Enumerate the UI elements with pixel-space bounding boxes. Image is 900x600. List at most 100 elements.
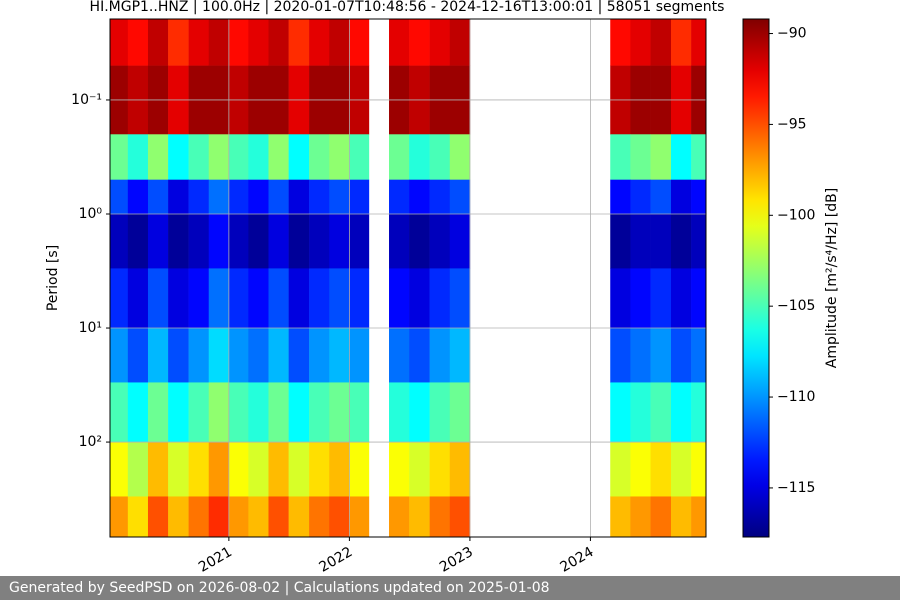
heatmap-cell <box>288 496 310 537</box>
heatmap-cell <box>188 268 210 329</box>
colorbar-tick-label: −105 <box>777 298 815 314</box>
heatmap-cell <box>691 268 706 329</box>
heatmap-cell <box>309 496 330 537</box>
heatmap-cell <box>188 328 210 383</box>
heatmap-cell <box>630 442 651 497</box>
heatmap-cell <box>449 442 471 497</box>
heatmap-cell <box>309 382 330 443</box>
y-axis-label: Period [s] <box>45 245 61 311</box>
heatmap-cell <box>288 268 310 329</box>
heatmap-cell <box>168 134 189 180</box>
heatmap-cell <box>691 19 706 66</box>
heatmap-cell <box>429 213 451 269</box>
heatmap-cell <box>670 328 692 383</box>
chart: HI.MGP1..HNZ | 100.0Hz | 2020-01-07T10:4… <box>45 0 840 576</box>
heatmap-cell <box>670 19 692 66</box>
heatmap-cell <box>610 134 631 180</box>
heatmap-cell <box>288 213 310 269</box>
heatmap-cell <box>309 19 330 66</box>
heatmap-cell <box>329 496 350 537</box>
heatmap-cell <box>349 268 370 329</box>
heatmap-cell <box>610 328 631 383</box>
x-tick-label: 2021 <box>196 544 235 576</box>
heatmap-cell <box>188 179 210 215</box>
heatmap-cell <box>610 442 631 497</box>
heatmap-cell <box>650 442 672 497</box>
heatmap-cell <box>168 19 189 66</box>
heatmap-cell <box>670 268 692 329</box>
heatmap-cell <box>288 328 310 383</box>
heatmap-cell <box>127 496 149 537</box>
heatmap-cell <box>650 179 672 215</box>
heatmap-cell <box>110 134 129 180</box>
heatmap-cell <box>349 496 370 537</box>
heatmap-cell <box>309 268 330 329</box>
heatmap-cell <box>208 442 230 497</box>
plot-frame <box>109 18 707 538</box>
heatmap-cell <box>670 496 692 537</box>
heatmap-cell <box>650 382 672 443</box>
heatmap-cell <box>268 328 289 383</box>
heatmap-cell <box>188 134 210 180</box>
heatmap-cell <box>168 179 189 215</box>
heatmap-cell <box>429 496 451 537</box>
heatmap-cell <box>630 179 651 215</box>
heatmap-cell <box>349 213 370 269</box>
x-tick-label: 2024 <box>558 544 597 576</box>
heatmap-cell <box>630 268 651 329</box>
heatmap-cell <box>389 134 410 180</box>
heatmap-cell <box>127 19 149 66</box>
heatmap-cell <box>248 496 269 537</box>
heatmap-cell <box>691 328 706 383</box>
heatmap-cell <box>147 134 169 180</box>
heatmap-cell <box>650 496 672 537</box>
heatmap-cell <box>329 19 350 66</box>
heatmap-cell <box>409 213 430 269</box>
heatmap-cell <box>610 496 631 537</box>
footer: Generated by SeedPSD on 2026-08-02 | Cal… <box>0 576 900 600</box>
heatmap-cell <box>268 442 289 497</box>
heatmap-cell <box>389 213 410 269</box>
heatmap-cell <box>309 213 330 269</box>
heatmap-cell <box>228 134 249 180</box>
heatmap-cell <box>147 442 169 497</box>
heatmap-cell <box>389 496 410 537</box>
heatmap-cell <box>110 496 129 537</box>
heatmap-cell <box>329 134 350 180</box>
heatmap-cell <box>409 496 430 537</box>
heatmap-cell <box>630 382 651 443</box>
heatmap-cell <box>630 496 651 537</box>
heatmap-cell <box>248 179 269 215</box>
heatmap-cell <box>288 442 310 497</box>
y-tick-label: 10⁰ <box>79 206 103 222</box>
heatmap-cell <box>110 268 129 329</box>
heatmap-cell <box>449 382 471 443</box>
heatmap-cell <box>127 213 149 269</box>
heatmap-cell <box>329 442 350 497</box>
heatmap-cell <box>268 382 289 443</box>
chart-title: HI.MGP1..HNZ | 100.0Hz | 2020-01-07T10:4… <box>90 0 725 15</box>
heatmap-cell <box>691 134 706 180</box>
heatmap-cell <box>449 268 471 329</box>
heatmap-cell <box>691 213 706 269</box>
colorbar-label: Amplitude [m²/s⁴/Hz] [dB] <box>824 188 840 368</box>
heatmap-cell <box>329 179 350 215</box>
heatmap-cell <box>248 19 269 66</box>
heatmap-cell <box>188 213 210 269</box>
heatmap-cell <box>127 134 149 180</box>
heatmap-cell <box>110 19 129 66</box>
colorbar-tick-label: −115 <box>777 480 815 496</box>
heatmap-cell <box>208 213 230 269</box>
heatmap-cell <box>429 134 451 180</box>
heatmap-cell <box>409 328 430 383</box>
heatmap-cell <box>168 496 189 537</box>
heatmap-cell <box>110 179 129 215</box>
heatmap-cell <box>248 328 269 383</box>
heatmap-cell <box>630 134 651 180</box>
y-tick-label: 10² <box>79 434 102 450</box>
heatmap-cell <box>409 179 430 215</box>
heatmap-cell <box>610 179 631 215</box>
heatmap-cell <box>691 442 706 497</box>
y-tick-label: 10¹ <box>79 320 102 336</box>
heatmap-cell <box>188 382 210 443</box>
